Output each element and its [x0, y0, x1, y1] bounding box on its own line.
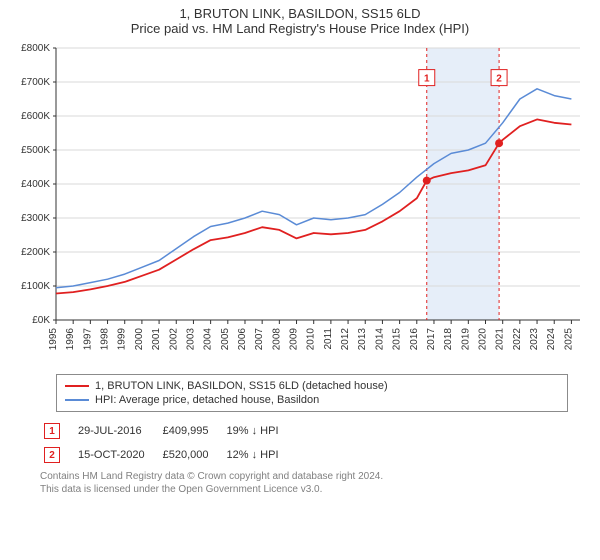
sale-price: £409,995 — [161, 420, 223, 442]
svg-text:£400K: £400K — [21, 179, 50, 190]
svg-text:2006: 2006 — [237, 328, 248, 351]
price-chart: £0K £100K £200K £300K £400K £500K £600K £700K £8… — [0, 40, 600, 370]
table-row: 1 29-JUL-2016 £409,995 19% ↓ HPI — [42, 420, 293, 442]
svg-text:£200K: £200K — [21, 247, 50, 258]
footer-line: This data is licensed under the Open Gov… — [40, 483, 568, 496]
svg-text:2017: 2017 — [426, 328, 437, 351]
sale-price: £520,000 — [161, 444, 223, 466]
svg-text:2008: 2008 — [271, 328, 282, 351]
svg-text:£0K: £0K — [32, 315, 50, 326]
svg-text:2000: 2000 — [134, 328, 145, 351]
svg-text:2020: 2020 — [478, 328, 489, 351]
svg-text:2019: 2019 — [460, 328, 471, 351]
svg-text:2005: 2005 — [220, 328, 231, 351]
sale-date: 15-OCT-2020 — [76, 444, 159, 466]
svg-text:2013: 2013 — [357, 328, 368, 351]
legend-item: HPI: Average price, detached house, Basi… — [65, 393, 559, 407]
sale-marker-icon: 2 — [44, 447, 60, 463]
svg-text:1: 1 — [424, 74, 430, 85]
page-subtitle: Price paid vs. HM Land Registry's House … — [0, 21, 600, 40]
svg-text:£300K: £300K — [21, 213, 50, 224]
svg-text:2016: 2016 — [409, 328, 420, 351]
svg-text:£800K: £800K — [21, 43, 50, 54]
svg-text:2024: 2024 — [546, 328, 557, 351]
svg-text:2025: 2025 — [563, 328, 574, 351]
svg-text:2018: 2018 — [443, 328, 454, 351]
legend-swatch — [65, 399, 89, 401]
svg-text:2002: 2002 — [168, 328, 179, 351]
sale-delta: 19% ↓ HPI — [225, 420, 293, 442]
svg-text:1996: 1996 — [65, 328, 76, 351]
legend: 1, BRUTON LINK, BASILDON, SS15 6LD (deta… — [56, 374, 568, 412]
legend-label: HPI: Average price, detached house, Basi… — [95, 394, 319, 406]
svg-text:£100K: £100K — [21, 281, 50, 292]
footer-line: Contains HM Land Registry data © Crown c… — [40, 470, 568, 483]
svg-text:2012: 2012 — [340, 328, 351, 351]
sales-table: 1 29-JUL-2016 £409,995 19% ↓ HPI 2 15-OC… — [40, 418, 295, 468]
svg-text:2010: 2010 — [306, 328, 317, 351]
footer-attribution: Contains HM Land Registry data © Crown c… — [40, 470, 568, 496]
svg-text:£600K: £600K — [21, 111, 50, 122]
svg-text:2009: 2009 — [289, 328, 300, 351]
svg-text:1997: 1997 — [82, 328, 93, 351]
sale-date: 29-JUL-2016 — [76, 420, 159, 442]
svg-text:2: 2 — [496, 74, 502, 85]
svg-text:2011: 2011 — [323, 328, 334, 350]
svg-text:2021: 2021 — [495, 328, 506, 351]
chart-svg: £0K £100K £200K £300K £400K £500K £600K £700K £8… — [0, 40, 600, 370]
sale-marker-icon: 1 — [44, 423, 60, 439]
legend-label: 1, BRUTON LINK, BASILDON, SS15 6LD (deta… — [95, 380, 388, 392]
svg-text:2007: 2007 — [254, 328, 265, 351]
svg-text:2022: 2022 — [512, 328, 523, 351]
svg-text:2004: 2004 — [203, 328, 214, 351]
svg-text:1995: 1995 — [48, 328, 59, 351]
legend-swatch — [65, 385, 89, 387]
sale-delta: 12% ↓ HPI — [225, 444, 293, 466]
svg-text:£700K: £700K — [21, 77, 50, 88]
svg-text:2014: 2014 — [374, 328, 385, 351]
svg-text:1998: 1998 — [100, 328, 111, 351]
legend-item: 1, BRUTON LINK, BASILDON, SS15 6LD (deta… — [65, 379, 559, 393]
table-row: 2 15-OCT-2020 £520,000 12% ↓ HPI — [42, 444, 293, 466]
page-title-address: 1, BRUTON LINK, BASILDON, SS15 6LD — [0, 0, 600, 21]
svg-text:£500K: £500K — [21, 145, 50, 156]
svg-text:1999: 1999 — [117, 328, 128, 351]
svg-text:2001: 2001 — [151, 328, 162, 351]
svg-text:2003: 2003 — [185, 328, 196, 351]
svg-text:2023: 2023 — [529, 328, 540, 351]
svg-text:2015: 2015 — [392, 328, 403, 351]
